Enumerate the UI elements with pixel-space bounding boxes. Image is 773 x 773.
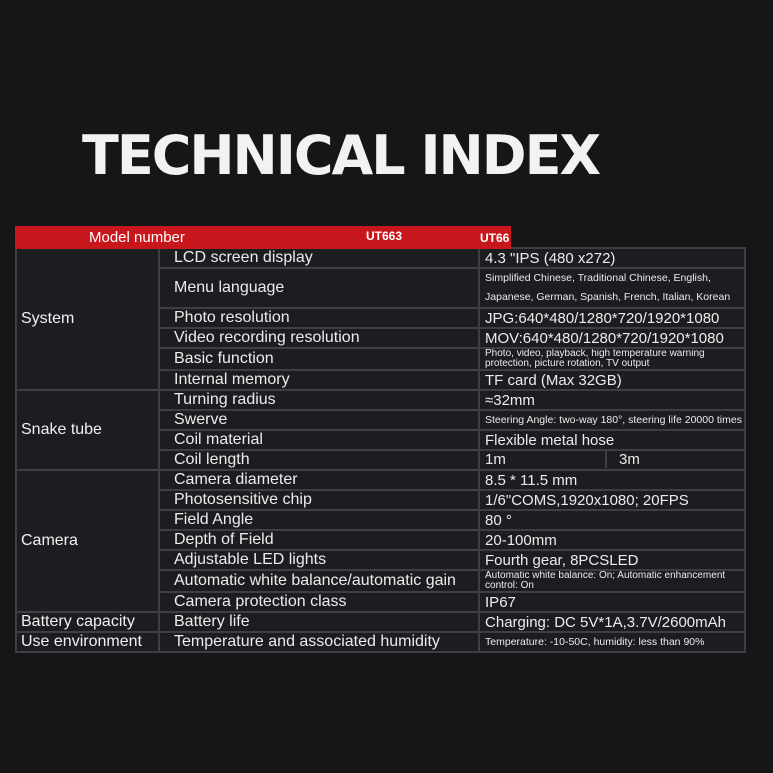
value-cell: Fourth gear, 8PCSLED (478, 549, 747, 571)
spec-table: Model number UT663A System LCD screen di… (14, 226, 747, 653)
feature-cell: Photosensitive chip (157, 489, 481, 511)
table-row: System LCD screen display 4.3 "IPS (480 … (15, 247, 747, 391)
value-cell: Charging: DC 5V*1A,3.7V/2600mAh (478, 611, 747, 633)
table-row: Use environment Temperature and associat… (15, 631, 747, 653)
table-row: Camera protection class IP67 (16, 591, 747, 613)
value-cell: TF card (Max 32GB) (478, 369, 747, 391)
header-row: Model number UT663A (14, 226, 745, 249)
feature-cell: Camera diameter (157, 469, 481, 491)
table-row: Camera Camera diameter 8.5 * 11.5 mm (15, 469, 747, 613)
category-battery-capacity: Battery capacity (15, 611, 160, 633)
value-cell: Temperature: -10-50C, humidity: less tha… (478, 631, 747, 653)
value-cell-split: 1m 3m (478, 449, 747, 471)
value-cell: 80 ° (478, 509, 747, 531)
value-cell: 20-100mm (478, 529, 747, 551)
table-row: Basic function Photo, video, playback, h… (16, 347, 747, 371)
table-row: Coil length 1m 3m (16, 449, 747, 471)
feature-cell: Temperature and associated humidity (157, 631, 481, 653)
table-row: Depth of Field 20-100mm (16, 529, 747, 551)
feature-cell: Automatic white balance/automatic gain (157, 569, 481, 593)
feature-cell: Video recording resolution (157, 327, 481, 349)
category-camera: Camera (15, 469, 160, 613)
feature-cell: Camera protection class (157, 591, 481, 613)
value-cell: MOV:640*480/1280*720/1920*1080 (478, 327, 747, 349)
header-ut663: UT663 (366, 229, 403, 243)
category-snake-tube: Snake tube (15, 389, 160, 471)
value-cell: 8.5 * 11.5 mm (478, 469, 747, 491)
value-cell: Steering Angle: two-way 180°, steering l… (478, 409, 747, 431)
value-cell: Photo, video, playback, high temperature… (478, 347, 747, 371)
feature-cell: Menu language (157, 267, 481, 309)
category-use-environment: Use environment (15, 631, 160, 653)
feature-cell: Depth of Field (157, 529, 481, 551)
value-cell: IP67 (478, 591, 747, 613)
feature-cell: LCD screen display (157, 247, 481, 269)
table-row: Video recording resolution MOV:640*480/1… (16, 327, 747, 349)
value-cell: Automatic white balance: On; Automatic e… (478, 569, 747, 593)
value-cell: Flexible metal hose (478, 429, 747, 451)
feature-cell: Swerve (157, 409, 481, 431)
table-row: Battery capacity Battery life Charging: … (15, 611, 747, 633)
feature-cell: Photo resolution (157, 307, 481, 329)
feature-cell: Battery life (157, 611, 481, 633)
value-cell: 4.3 "IPS (480 x272) (478, 247, 747, 269)
value-ut663: 1m (481, 452, 608, 468)
table-row: Internal memory TF card (Max 32GB) (16, 369, 747, 391)
header-model-number: Model number (14, 226, 481, 249)
table-row: Photosensitive chip 1/6"COMS,1920x1080; … (16, 489, 747, 511)
value-cell: 1/6"COMS,1920x1080; 20FPS (478, 489, 747, 511)
feature-cell: Basic function (157, 347, 481, 371)
table-row: Field Angle 80 ° (16, 509, 747, 531)
table-row: Snake tube Turning radius ≈32mm (15, 389, 747, 471)
header-ut663a-label: UT663A (480, 230, 510, 245)
feature-cell: Coil material (157, 429, 481, 451)
table-row: Adjustable LED lights Fourth gear, 8PCSL… (16, 549, 747, 571)
table-row: Photo resolution JPG:640*480/1280*720/19… (16, 307, 747, 329)
feature-cell: Adjustable LED lights (157, 549, 481, 571)
table-row: Coil material Flexible metal hose (16, 429, 747, 451)
feature-cell: Coil length (157, 449, 481, 471)
value-cell: JPG:640*480/1280*720/1920*1080 (478, 307, 747, 329)
header-ut663a: UT663A (478, 226, 512, 249)
table-row: Automatic white balance/automatic gain A… (16, 569, 747, 593)
page-title: TECHNICAL INDEX (82, 124, 601, 187)
table-row: Menu language Simplified Chinese, Tradit… (16, 267, 747, 309)
category-system: System (15, 247, 160, 391)
value-cell: Simplified Chinese, Traditional Chinese,… (478, 267, 747, 309)
value-cell: ≈32mm (478, 389, 747, 411)
table-row: Swerve Steering Angle: two-way 180°, ste… (16, 409, 747, 431)
value-ut663a: 3m (619, 451, 640, 468)
feature-cell: Field Angle (157, 509, 481, 531)
feature-cell: Turning radius (157, 389, 481, 411)
feature-cell: Internal memory (157, 369, 481, 391)
